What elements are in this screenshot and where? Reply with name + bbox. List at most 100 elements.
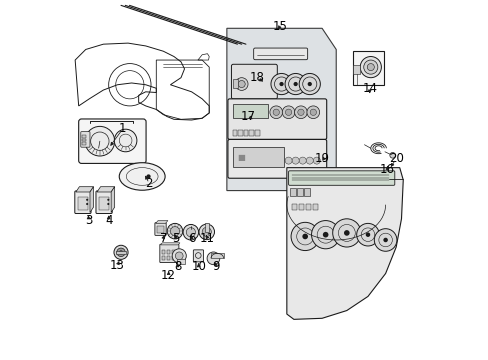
Circle shape: [186, 228, 195, 237]
Bar: [352, 51, 384, 85]
Bar: [244, 130, 248, 136]
Circle shape: [311, 221, 339, 249]
Text: 7: 7: [159, 232, 167, 245]
FancyBboxPatch shape: [227, 139, 326, 178]
Text: 11: 11: [200, 232, 215, 245]
Circle shape: [294, 106, 306, 118]
Circle shape: [172, 249, 186, 263]
Circle shape: [332, 219, 360, 247]
Bar: [171, 256, 175, 260]
Bar: [116, 251, 126, 254]
Ellipse shape: [119, 163, 165, 190]
Bar: [204, 223, 208, 232]
Circle shape: [167, 224, 183, 239]
Circle shape: [107, 199, 109, 201]
Bar: [305, 204, 310, 210]
Bar: [232, 130, 237, 136]
Circle shape: [199, 224, 214, 240]
Bar: [290, 188, 295, 196]
Bar: [78, 197, 88, 210]
Text: ■: ■: [237, 153, 244, 162]
Circle shape: [299, 157, 305, 164]
Polygon shape: [76, 187, 93, 192]
Text: 4: 4: [105, 214, 112, 227]
FancyBboxPatch shape: [81, 132, 90, 147]
Text: 5: 5: [172, 232, 179, 245]
Text: 13: 13: [110, 259, 124, 272]
Circle shape: [366, 64, 374, 71]
Circle shape: [374, 229, 396, 251]
Circle shape: [305, 157, 313, 164]
Bar: [166, 250, 170, 255]
Bar: [255, 130, 259, 136]
Circle shape: [383, 238, 387, 242]
Circle shape: [313, 157, 320, 164]
Circle shape: [302, 234, 307, 239]
Bar: [249, 130, 253, 136]
Text: 9: 9: [212, 260, 220, 273]
Circle shape: [170, 226, 179, 236]
Bar: [82, 139, 86, 141]
Circle shape: [207, 252, 219, 265]
Circle shape: [238, 81, 244, 87]
Bar: [297, 188, 303, 196]
Text: 18: 18: [249, 71, 264, 84]
FancyBboxPatch shape: [193, 250, 203, 262]
Bar: [233, 80, 238, 88]
Circle shape: [114, 245, 128, 259]
Text: 20: 20: [388, 152, 403, 165]
Circle shape: [322, 232, 328, 238]
Circle shape: [290, 222, 319, 251]
Circle shape: [356, 224, 379, 246]
Circle shape: [114, 129, 137, 152]
Text: 12: 12: [161, 269, 176, 282]
Circle shape: [293, 82, 297, 86]
Circle shape: [309, 109, 316, 116]
Circle shape: [279, 82, 283, 86]
Text: 16: 16: [379, 163, 394, 176]
Bar: [299, 204, 304, 210]
Polygon shape: [160, 243, 180, 245]
Text: 8: 8: [173, 260, 181, 273]
Text: 19: 19: [314, 152, 329, 165]
Circle shape: [297, 109, 304, 116]
Bar: [238, 130, 242, 136]
Circle shape: [365, 233, 369, 237]
Bar: [157, 225, 164, 233]
FancyBboxPatch shape: [253, 48, 307, 60]
Circle shape: [389, 153, 395, 158]
Bar: [162, 250, 165, 255]
Text: 3: 3: [85, 214, 92, 227]
Bar: [304, 188, 309, 196]
FancyBboxPatch shape: [160, 244, 179, 262]
Bar: [232, 147, 283, 167]
Circle shape: [272, 109, 279, 116]
Circle shape: [86, 203, 88, 205]
Bar: [313, 204, 318, 210]
Polygon shape: [111, 187, 114, 212]
Circle shape: [119, 251, 122, 254]
Bar: [232, 104, 267, 118]
Circle shape: [202, 227, 211, 237]
Text: 6: 6: [187, 232, 195, 245]
FancyBboxPatch shape: [288, 171, 394, 185]
FancyBboxPatch shape: [227, 99, 326, 139]
Circle shape: [270, 73, 291, 95]
Circle shape: [85, 126, 114, 156]
Circle shape: [291, 157, 299, 164]
Polygon shape: [90, 187, 93, 212]
Polygon shape: [97, 187, 114, 192]
FancyBboxPatch shape: [96, 191, 112, 213]
Circle shape: [117, 248, 125, 257]
FancyBboxPatch shape: [231, 64, 277, 99]
Bar: [291, 204, 296, 210]
Circle shape: [299, 73, 320, 95]
FancyBboxPatch shape: [155, 223, 166, 235]
Circle shape: [285, 157, 291, 164]
Circle shape: [306, 106, 319, 118]
Text: 2: 2: [145, 177, 153, 190]
Bar: [82, 135, 86, 138]
Text: 17: 17: [240, 110, 255, 123]
Text: 10: 10: [191, 260, 205, 273]
Text: 14: 14: [362, 82, 376, 95]
